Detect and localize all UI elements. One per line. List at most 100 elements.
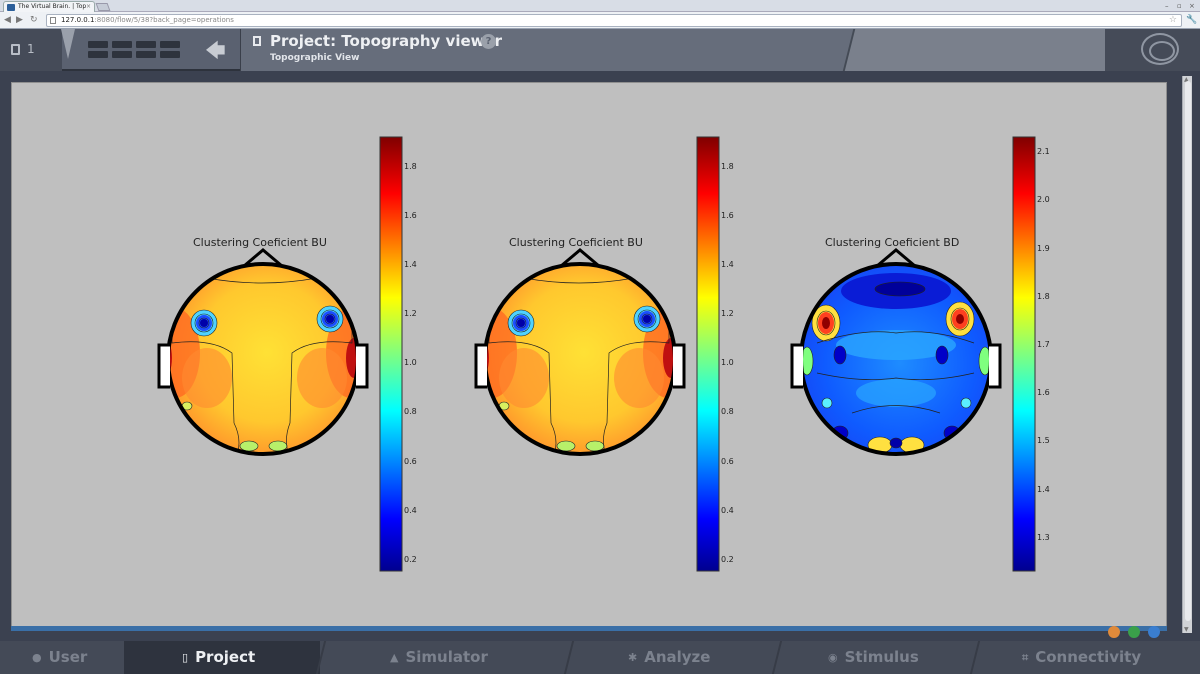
browser-toolbar: ◀ ▶ ↻ 127.0.0.1:8080/flow/5/38?back_page… [0,12,1200,29]
plot-1-title: Clustering Coeficient BU [193,236,327,249]
help-icon[interactable]: ? [481,34,496,49]
minimize-icon[interactable]: – [1165,2,1169,10]
online-status-icon[interactable] [1128,626,1140,638]
colorbar-3-tick: 1.9 [1037,244,1050,253]
document-icon [11,44,20,55]
topomap-1 [157,248,369,456]
simulator-icon: ▲ [390,651,399,664]
tab-close-icon[interactable]: × [85,3,91,10]
colorbar-3-tick: 1.4 [1037,485,1050,494]
reload-icon[interactable]: ↻ [30,15,38,25]
wrench-icon[interactable]: 🔧 [1186,15,1198,25]
layout-grid-icon[interactable] [88,41,180,59]
colorbar-2-tick: 0.2 [721,555,734,564]
app-header: 1 🡄 Project: Topography viewer ? Topogra… [0,29,1200,71]
colorbar-2-tick: 1.0 [721,358,734,367]
url-host: 127.0.0.1 [61,16,95,24]
back-arrow-icon[interactable]: 🡄 [205,38,226,62]
main-content: Clustering Coeficient BU Clustering Coef… [11,82,1167,631]
browser-tab[interactable]: The Virtual Brain. | Top × [3,1,95,12]
topomap-3-focus-right [945,301,975,337]
page-icon [50,17,56,24]
scrollbar-thumb[interactable] [1185,81,1191,621]
colorbar-3-tick: 1.3 [1037,533,1050,542]
colorbar-1-tick: 0.6 [404,457,417,466]
bookmark-star-icon[interactable]: ☆ [1168,15,1177,25]
colorbar-1-tick: 0.4 [404,506,417,515]
operations-indicator[interactable]: 1 [0,29,62,71]
gear-icon: ✱ [628,651,638,664]
topomap-3-focus-left [811,304,841,342]
address-bar[interactable]: 127.0.0.1:8080/flow/5/38?back_page=opera… [46,14,1182,27]
notification-icon[interactable] [1108,626,1120,638]
footer-nav: ● User ▯ Project ▲ Simulator ✱ Analyze ◉ Stim… [0,641,1200,674]
nav-user-label: User [48,648,88,666]
tvb-favicon-icon [7,4,15,11]
page-subtitle: Topographic View [270,53,360,63]
colorbar-2-tick: 1.4 [721,260,734,269]
colorbar-1-tick: 1.6 [404,211,417,220]
browser-tab-strip: The Virtual Brain. | Top × – ▫ × [0,0,1200,12]
funnel-icon[interactable] [61,29,75,59]
topography-canvas [157,136,1036,572]
colorbar-1-tick: 1.4 [404,260,417,269]
nav-project[interactable]: ▯ Project [124,641,320,674]
colorbar-2-tick: 1.6 [721,211,734,220]
colorbar-3-tick: 2.1 [1037,147,1050,156]
operation-count: 1 [27,42,35,56]
scroll-down-icon[interactable]: ▼ [1184,626,1189,633]
topomap-1-focus-left [190,309,218,337]
network-icon: ⌗ [1022,651,1029,664]
colorbar-3-tick: 1.7 [1037,340,1050,349]
status-bar [11,626,1167,631]
topomap-2 [474,248,686,456]
nav-user[interactable]: ● User [0,641,124,674]
colorbar-2-tick: 1.8 [721,162,734,171]
colorbar-1-tick: 1.0 [404,358,417,367]
nav-connectivity[interactable]: ⌗ Connectivity [976,641,1200,674]
plot-2-title: Clustering Coeficient BU [509,236,643,249]
close-window-icon[interactable]: × [1189,2,1195,10]
colorbar-1-tick: 0.8 [404,407,417,416]
document-icon [253,36,261,46]
colorbar-1-tick: 1.8 [404,162,417,171]
nav-analyze-label: Analyze [644,648,711,666]
colorbar-2-tick: 0.4 [721,506,734,515]
topomap-1-focus-right [316,305,344,333]
colorbar-2-tick: 0.8 [721,407,734,416]
brain-logo-area[interactable] [1105,29,1200,71]
user-icon: ● [32,651,42,664]
header-right-panel [842,29,1122,71]
colorbar-2-tick: 1.2 [721,309,734,318]
colorbar-1 [379,136,403,572]
scroll-up-icon[interactable]: ▲ [1184,76,1189,83]
colorbar-2 [696,136,720,572]
nav-simulator[interactable]: ▲ Simulator [322,641,568,674]
url-path: :8080/flow/5/38?back_page=operations [94,16,234,24]
pin-icon: ◉ [828,651,838,664]
nav-analyze[interactable]: ✱ Analyze [570,641,776,674]
colorbar-3-tick: 1.5 [1037,436,1050,445]
nav-simulator-label: Simulator [405,648,488,666]
nav-project-label: Project [195,648,256,666]
colorbar-2-tick: 0.6 [721,457,734,466]
page-title: Project: Topography viewer [270,32,503,50]
back-icon[interactable]: ◀ [4,15,11,25]
colorbar-1-tick: 1.2 [404,309,417,318]
info-icon[interactable] [1148,626,1160,638]
vertical-scrollbar[interactable]: ▲ ▼ [1182,76,1192,633]
browser-tab-title: The Virtual Brain. | Top [18,3,87,10]
nav-stimulus[interactable]: ◉ Stimulus [778,641,974,674]
status-icons [1108,626,1168,638]
document-icon: ▯ [182,651,189,664]
topomap-2-focus-left [507,309,535,337]
nav-stimulus-label: Stimulus [844,648,919,666]
colorbar-3-tick: 1.6 [1037,388,1050,397]
title-panel: Project: Topography viewer ? Topographic… [240,29,860,71]
new-tab-button[interactable] [95,3,111,11]
maximize-icon[interactable]: ▫ [1177,2,1182,10]
brain-icon [1141,33,1179,65]
forward-icon[interactable]: ▶ [16,15,23,25]
colorbar-1-tick: 0.2 [404,555,417,564]
plot-3-title: Clustering Coeficient BD [825,236,960,249]
